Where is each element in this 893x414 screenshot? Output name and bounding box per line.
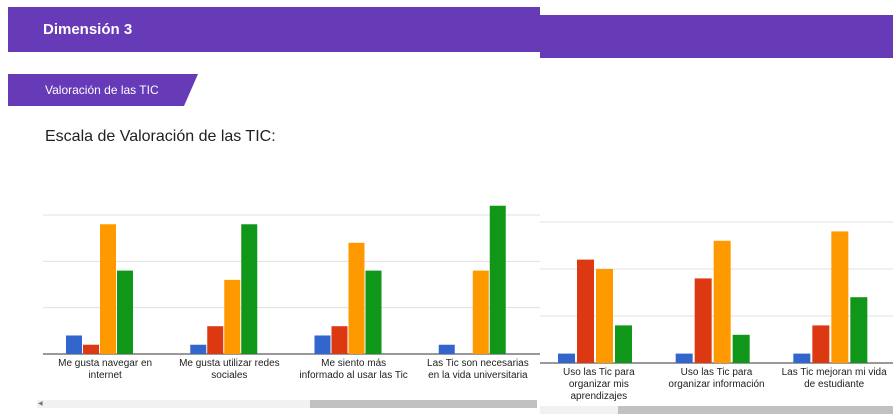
bar-1-series-2 <box>83 344 99 354</box>
bar-1-series-1 <box>558 353 575 363</box>
category-label: Me gusta navegar en internet <box>58 358 153 381</box>
bar-2-series-2 <box>207 326 224 354</box>
section-tab-shape <box>8 74 198 106</box>
category-label: Me gusta utilizar redes sociales <box>179 358 280 381</box>
bar-2-series-3 <box>713 240 731 363</box>
bar-1-series-3 <box>100 224 116 354</box>
page-header-right <box>540 15 893 58</box>
bar-4-series-3 <box>472 270 489 354</box>
bar-1-series-3 <box>596 269 613 363</box>
chart-scrollbar-left[interactable]: ◀ <box>37 400 537 408</box>
bar-1-series-2 <box>577 259 594 363</box>
bar-3-series-3 <box>348 242 365 354</box>
category-label: Las Tic mejoran mi vida de estudiante <box>781 367 887 390</box>
bar-1-series-4 <box>615 325 632 363</box>
bar-3-series-4 <box>850 297 868 363</box>
category-label: Me siento más informado al usar las Tic <box>299 358 408 381</box>
bar-3-series-1 <box>314 335 331 354</box>
bar-2-series-3 <box>224 279 241 354</box>
section-label: Valoración de las TIC <box>45 83 159 97</box>
bar-2-series-4 <box>241 224 258 354</box>
bar-4-series-4 <box>489 205 506 354</box>
scroll-thumb-left[interactable] <box>310 400 537 408</box>
category-label: Uso las Tic para organizar información <box>668 367 765 390</box>
left-panel: Dimensión 3 Valoración de las TIC Escala… <box>8 7 540 408</box>
bar-2-series-4 <box>732 334 750 363</box>
right-panel: Uso las Tic para organizar mis aprendiza… <box>540 0 893 414</box>
scroll-left-arrow-icon[interactable]: ◀ <box>38 401 43 407</box>
page-title: Dimensión 3 <box>43 21 133 38</box>
category-label: Las Tic son necesarias en la vida univer… <box>427 358 529 381</box>
bar-3-series-2 <box>331 326 348 354</box>
bar-chart-right <box>540 221 893 364</box>
section-tab: Valoración de las TIC <box>8 74 198 106</box>
question-title: Escala de Valoración de las TIC: <box>45 128 276 145</box>
bar-3-series-3 <box>831 231 849 363</box>
bar-2-series-2 <box>694 278 712 363</box>
bar-chart-left <box>43 205 540 355</box>
bar-4-series-1 <box>438 344 455 354</box>
bar-2-series-1 <box>190 344 207 354</box>
page-header: Dimensión 3 <box>8 7 540 52</box>
scroll-thumb-right[interactable] <box>618 406 893 414</box>
bar-3-series-1 <box>793 353 811 363</box>
category-label: Uso las Tic para organizar mis aprendiza… <box>562 367 635 402</box>
bar-3-series-2 <box>812 325 830 363</box>
bar-1-series-1 <box>66 335 82 354</box>
chart-scrollbar-right[interactable] <box>540 406 893 414</box>
bar-3-series-4 <box>365 270 382 354</box>
bar-1-series-4 <box>117 270 133 354</box>
bar-2-series-1 <box>675 353 693 363</box>
